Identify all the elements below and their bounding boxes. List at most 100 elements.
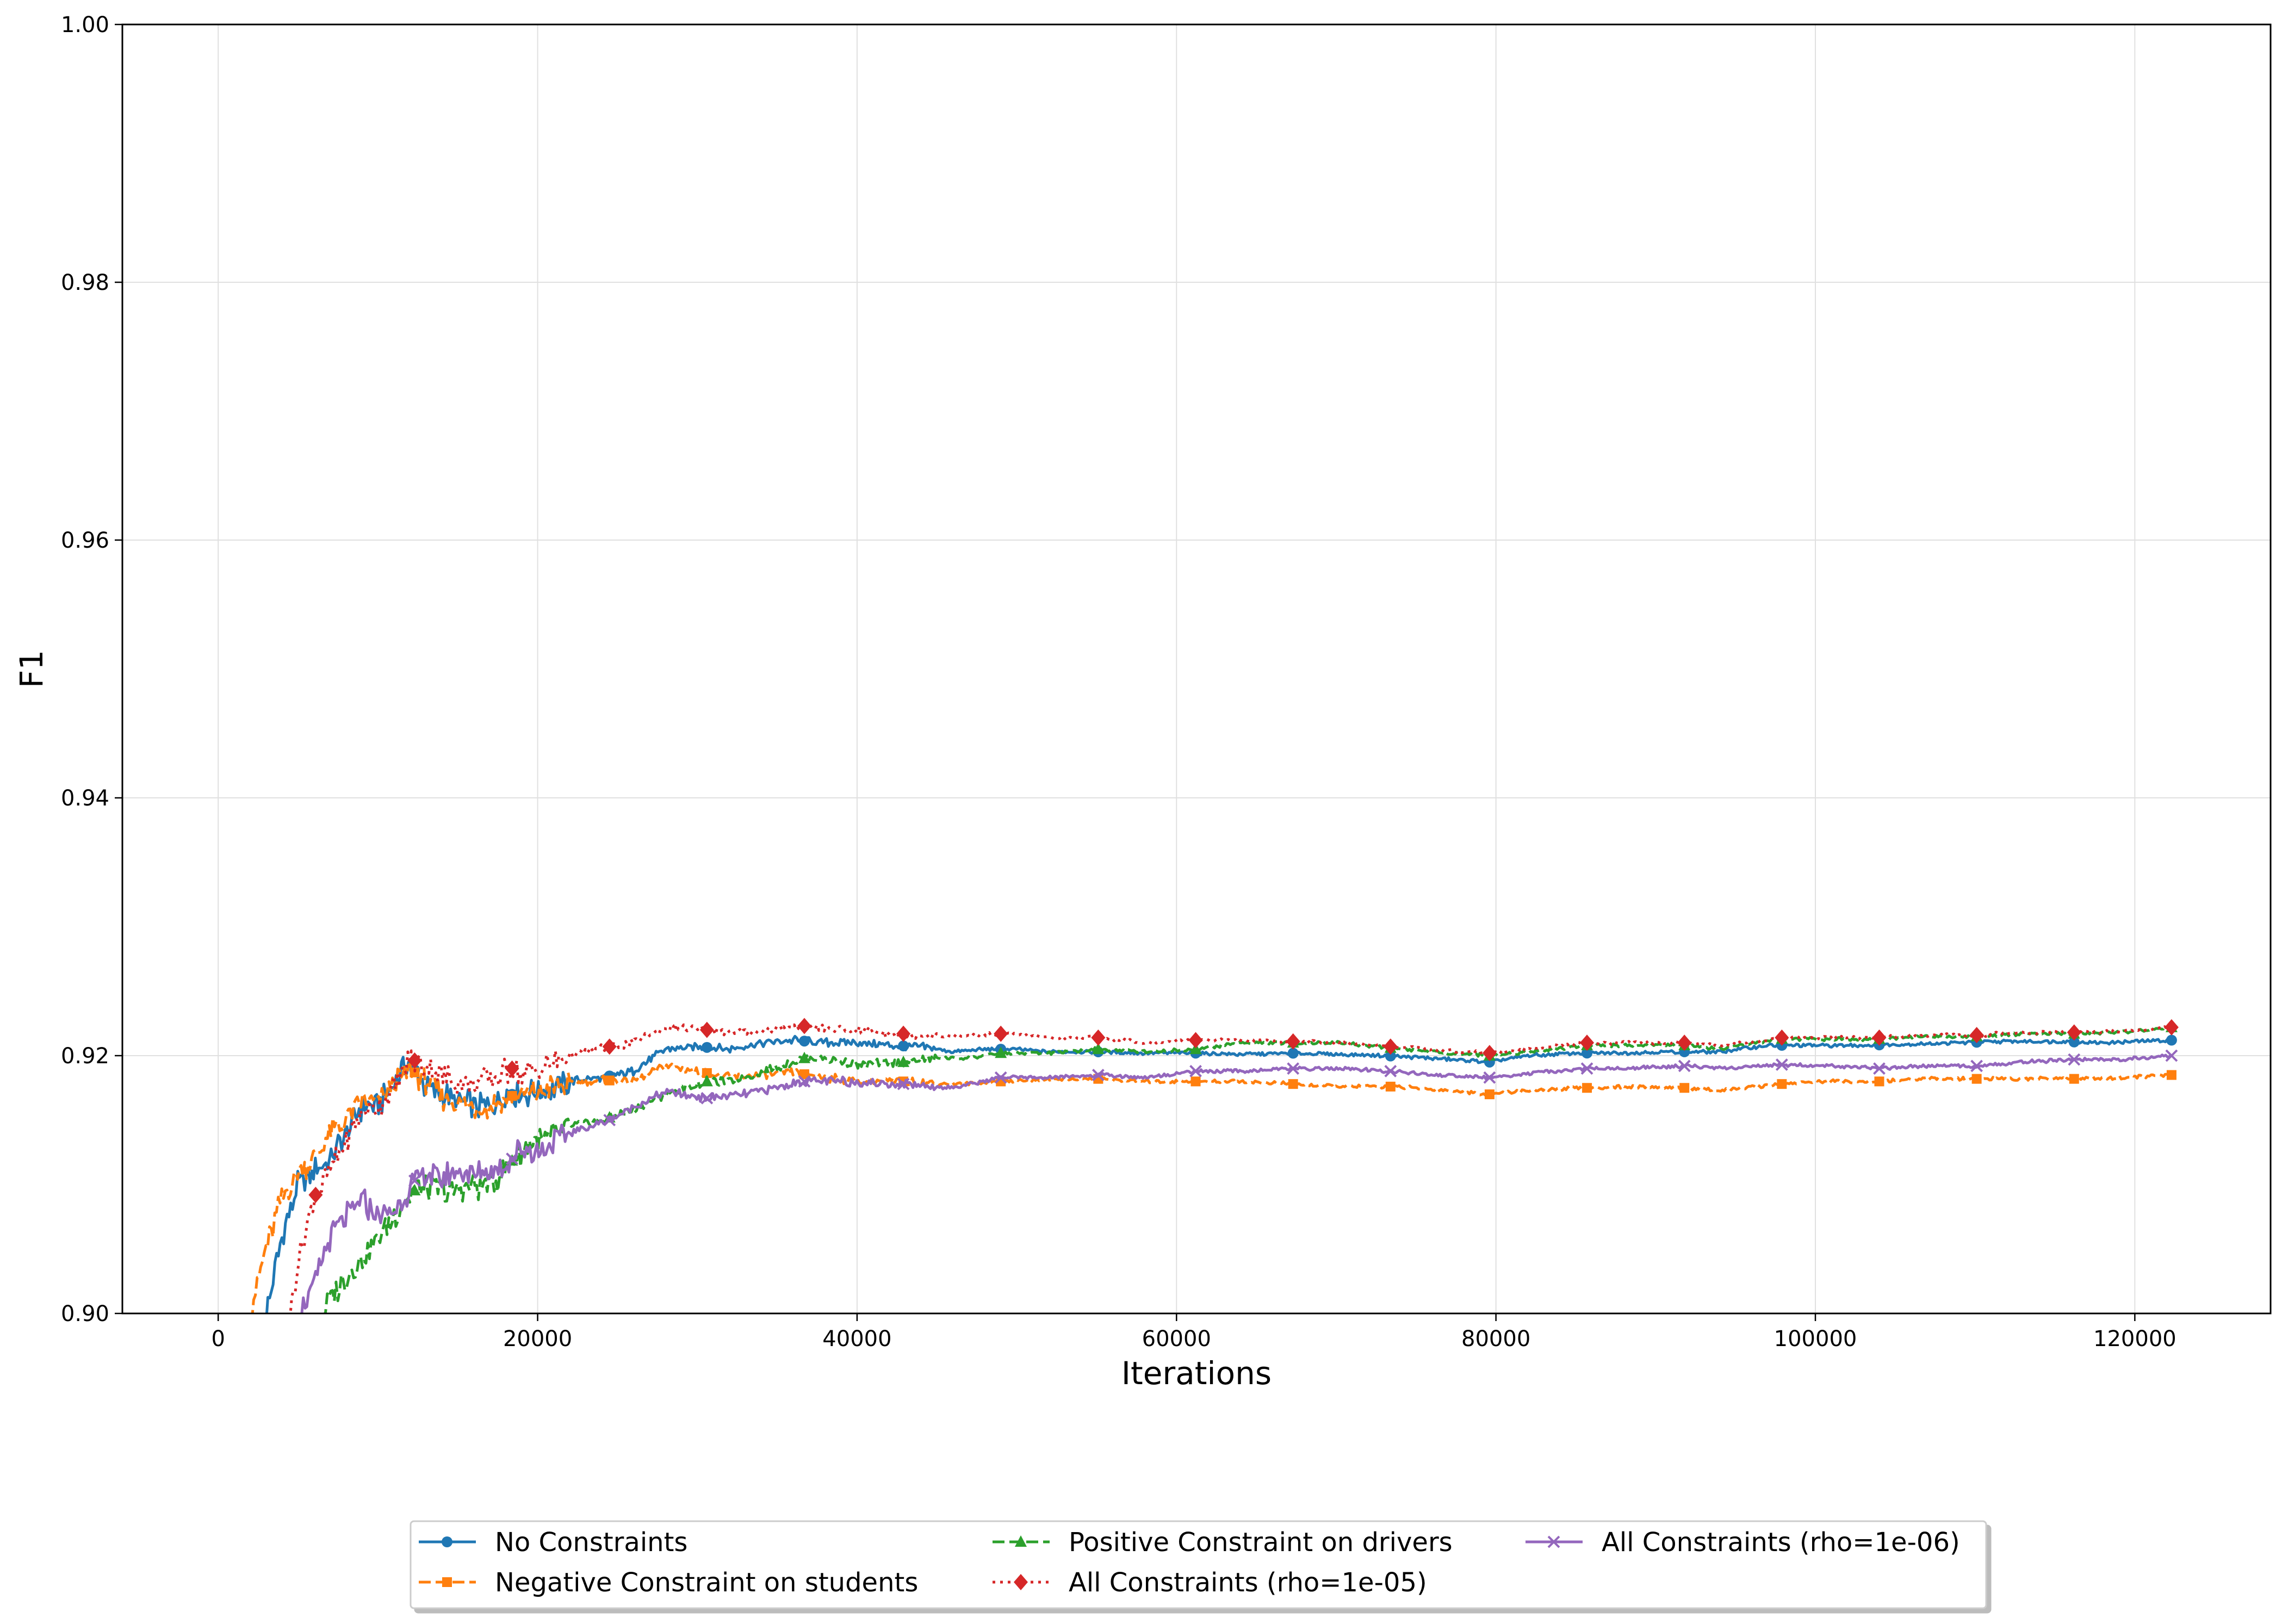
series-2 (323, 1020, 2178, 1313)
legend-item-0: No Constraints (419, 1527, 687, 1558)
data-point (2069, 1074, 2079, 1084)
data-point (799, 1036, 810, 1047)
data-point (1385, 1050, 1396, 1062)
data-point (700, 1075, 713, 1087)
x-tick-label: 80000 (1461, 1327, 1530, 1352)
y-tick-label: 0.90 (61, 1301, 109, 1327)
data-point (701, 1042, 712, 1053)
data-point (1582, 1083, 1592, 1093)
y-axis-label: F1 (13, 650, 50, 688)
grid (122, 24, 2271, 1314)
data-point (1580, 1034, 1595, 1051)
data-point (798, 1075, 811, 1088)
data-point (1874, 1076, 1884, 1087)
data-point (2166, 1034, 2177, 1046)
data-point (603, 1114, 616, 1126)
data-point (994, 1025, 1008, 1042)
data-point (1384, 1065, 1397, 1077)
data-point (1969, 1027, 1984, 1044)
data-point (994, 1071, 1007, 1084)
data-point (1092, 1069, 1105, 1081)
legend-marker (1547, 1535, 1560, 1548)
x-axis: 0 20000 40000 60000 80000 100000 120000 (211, 1313, 2176, 1352)
data-point (1189, 1065, 1202, 1077)
data-point (2164, 1019, 2179, 1036)
y-tick-label: 0.98 (61, 270, 109, 295)
legend: No Constraints Negative Constraint on stu… (410, 1520, 1987, 1609)
data-point (2165, 1049, 2178, 1062)
legend-label: Negative Constraint on students (495, 1567, 918, 1598)
data-point (1777, 1079, 1787, 1089)
x-axis-label: Iterations (1121, 1355, 1272, 1392)
legend-marker (442, 1536, 452, 1547)
series-line (251, 1062, 2171, 1313)
data-point (602, 1038, 617, 1055)
data-point (2067, 1024, 2081, 1041)
legend-marker (1014, 1574, 1028, 1590)
x-tick-label: 40000 (822, 1327, 891, 1352)
data-point (1092, 1043, 1105, 1055)
x-tick-label: 20000 (503, 1327, 572, 1352)
data-point (702, 1068, 712, 1078)
data-point (1679, 1083, 1690, 1093)
data-point (1385, 1081, 1396, 1092)
series-line (300, 1053, 2172, 1313)
y-tick-label: 0.96 (61, 528, 109, 553)
data-point (1383, 1038, 1398, 1055)
data-point (1873, 1062, 1886, 1075)
legend-label: Positive Constraint on drivers (1069, 1527, 1453, 1558)
data-point (897, 1077, 910, 1090)
plot-area (121, 23, 2272, 1315)
series-1 (251, 1062, 2176, 1313)
series-layer (251, 1018, 2179, 1313)
series-line (289, 1020, 2171, 1313)
data-point (408, 1174, 421, 1187)
series-3 (289, 1018, 2179, 1313)
legend-item-3: All Constraints (rho=1e-05) (993, 1567, 1427, 1598)
data-point (1189, 1043, 1202, 1055)
x-tick-label: 100000 (1774, 1327, 1857, 1352)
data-point (1678, 1059, 1691, 1073)
data-point (1483, 1071, 1496, 1084)
legend-item-1: Negative Constraint on students (419, 1567, 918, 1598)
data-point (995, 1046, 1007, 1058)
y-tick-label: 0.92 (61, 1044, 109, 1069)
data-point (898, 1040, 909, 1052)
y-tick-label: 1.00 (61, 13, 109, 38)
data-point (1775, 1058, 1788, 1071)
legend-item-4: All Constraints (rho=1e-06) (1526, 1527, 1960, 1558)
data-point (1287, 1062, 1300, 1075)
data-point (604, 1075, 615, 1086)
legend-marker (1015, 1535, 1027, 1547)
data-point (507, 1090, 517, 1101)
data-point (407, 1052, 422, 1069)
data-point (1677, 1034, 1692, 1051)
data-point (1582, 1047, 1593, 1059)
legend-item-2: Positive Constraint on drivers (993, 1527, 1453, 1558)
series-0 (265, 1034, 2177, 1313)
data-point (1971, 1074, 1982, 1084)
y-axis: 0.90 0.92 0.94 0.96 0.98 1.00 (61, 13, 122, 1327)
data-point (1580, 1062, 1593, 1075)
data-point (1484, 1089, 1495, 1100)
data-point (1872, 1029, 1887, 1046)
data-point (897, 1055, 910, 1067)
x-tick-label: 120000 (2093, 1327, 2176, 1352)
data-point (699, 1021, 714, 1038)
y-tick-label: 0.94 (61, 786, 109, 811)
data-point (797, 1018, 812, 1034)
data-point (1775, 1029, 1789, 1046)
legend-marker (442, 1577, 452, 1587)
data-point (1091, 1029, 1106, 1046)
data-point (1190, 1076, 1201, 1087)
data-point (505, 1060, 519, 1077)
x-tick-label: 60000 (1142, 1327, 1211, 1352)
data-point (798, 1051, 811, 1063)
x-tick-label: 0 (211, 1327, 225, 1352)
data-point (1288, 1079, 1298, 1089)
data-point (1287, 1047, 1299, 1059)
data-point (2166, 1070, 2176, 1080)
data-point (2068, 1036, 2080, 1047)
